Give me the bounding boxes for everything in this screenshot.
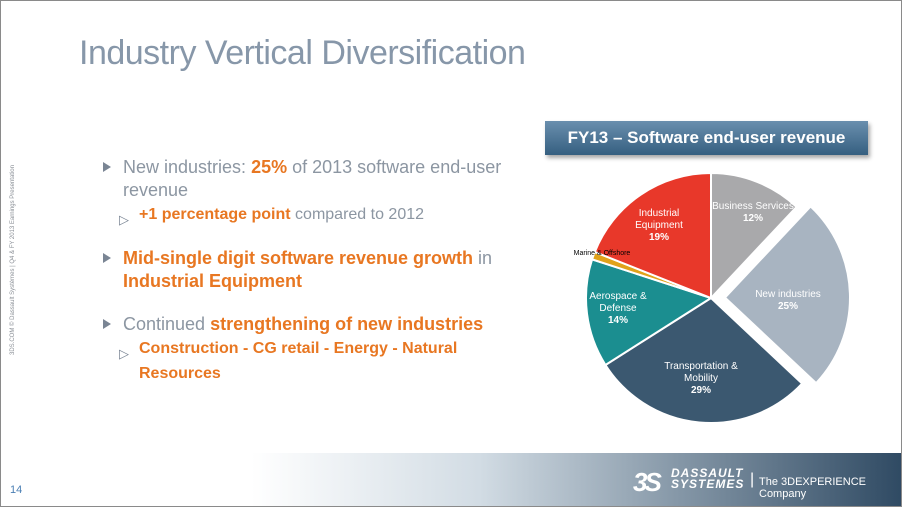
pie-slice-transportation-mobility [604,296,804,424]
company-logo: 3S DASSAULT SYSTEMES | The 3DEXPERIENCE C… [633,463,893,500]
page-number: 14 [10,484,23,496]
brand-name: DASSAULT SYSTEMES [671,466,745,491]
bullet-highlight: Industrial Equipment [123,271,303,291]
logo-separator: | [750,471,755,488]
sub-bullet-arrow-icon: ▷ [119,346,129,361]
bullet-new-industries: New industries: 25% of 2013 software end… [101,156,521,202]
pie-label-transportation-mobility: Transportation & Mobility 29% [664,361,738,396]
bullet-arrow-icon [103,253,111,263]
sub-bullet-arrow-icon: ▷ [119,212,129,227]
chart-banner: FY13 – Software end-user revenue [545,121,868,155]
slide-title: Industry Vertical Diversification [79,34,526,72]
pie-slice-industrial-equipment [593,171,712,300]
bullet-arrow-icon [103,319,111,329]
bullet-growth: Mid-single digit software revenue growth… [101,247,521,293]
pie-label-business-services: Business Services 12% [712,201,794,224]
sub-bullet-text: compared to 2012 [290,206,425,223]
ds-logo-icon: 3S [633,467,662,497]
bullet-text: in [473,248,493,268]
pie-slice-aerospace-defense [585,258,714,367]
company-tagline: The 3DEXPERIENCE Company [759,476,866,500]
pie-slice-business-services [710,171,798,301]
sub-bullet-industries: ▷ Construction - CG retail - Energy - Na… [101,336,521,386]
pie-label-aerospace-defense: Aerospace & Defense 14% [589,291,647,326]
bullet-text: of 2013 software end-user revenue [123,157,502,200]
pie-label-industrial-equipment: Industrial Equipment 19% [635,208,683,243]
pie-label-new-industries: New industries 25% [755,289,821,312]
pie-label-marine-offshore: Marine & Offshore [574,250,631,257]
bullet-strengthening: Continued strengthening of new industrie… [101,313,521,336]
sub-bullet-highlight: Construction - CG retail - Energy - Natu… [139,340,458,382]
sub-bullet-percentage: ▷ +1 percentage point compared to 2012 [101,202,521,227]
bullet-list: New industries: 25% of 2013 software end… [101,156,521,386]
footer-band [251,453,901,506]
bullet-highlight: Mid-single digit software revenue growth [123,248,474,268]
bullet-text: New industries: [123,157,252,177]
bullet-highlight: strengthening of new industries [210,314,484,334]
sub-bullet-highlight: +1 percentage point [139,206,291,223]
bullet-text: Continued [123,314,211,334]
bullet-highlight: 25% [251,157,288,177]
bullet-arrow-icon [103,162,111,172]
pie-slice-new-industries [723,205,851,385]
